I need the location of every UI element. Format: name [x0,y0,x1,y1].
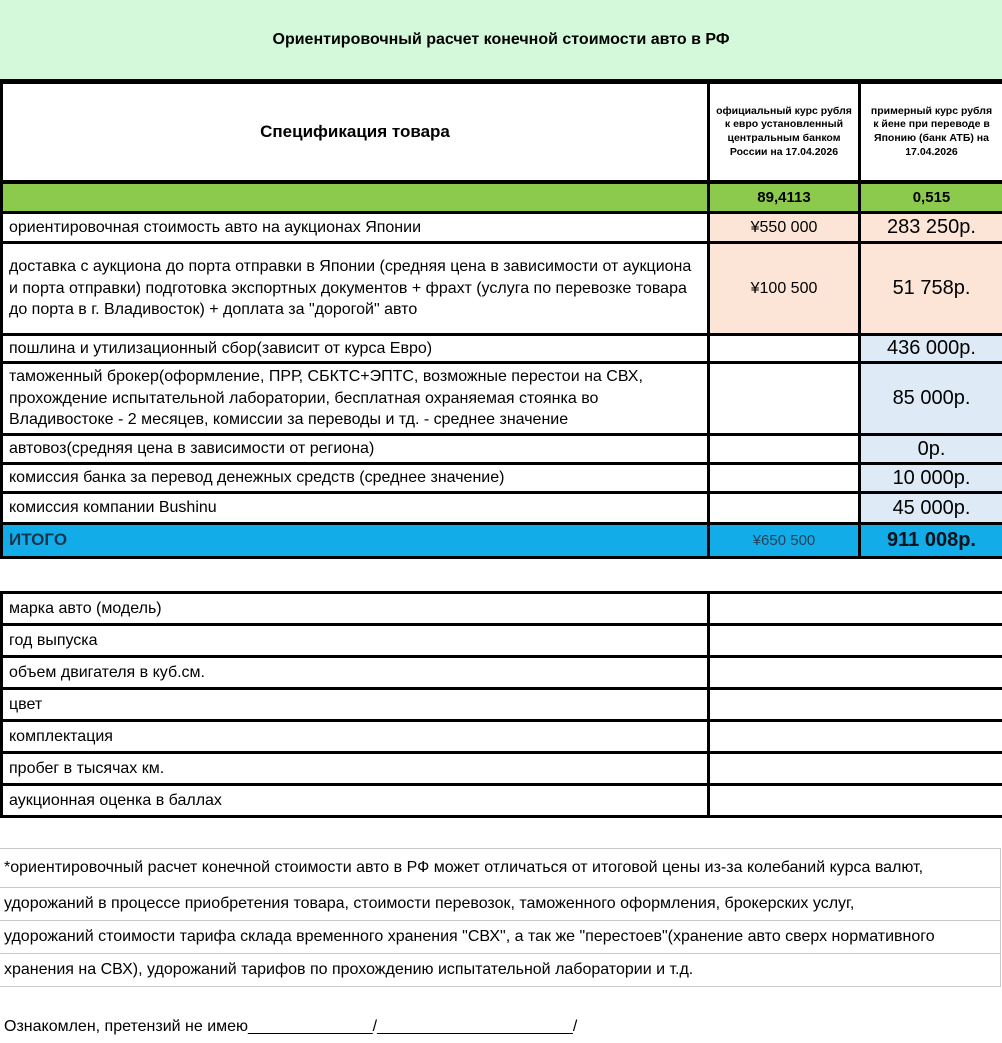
vehicle-row-year: год выпуска [0,623,1002,658]
yen-value: ¥550 000 [707,211,861,244]
disclaimer-line: *ориентировочный расчет конечной стоимос… [0,849,1000,888]
row-label: комиссия компании Bushinu [0,491,710,525]
rates-row: 89,4113 0,515 [0,180,1002,214]
vehicle-row-color: цвет [0,687,1002,722]
row-label: ориентировочная стоимость авто на аукцио… [0,211,710,244]
page-title: Ориентировочный расчет конечной стоимост… [272,30,730,48]
jpy-rate-value: 0,515 [858,180,1002,214]
rub-value: 10 000р. [858,462,1002,494]
rates-row-spacer [0,180,710,214]
vehicle-row-mileage: пробег в тысячах км. [0,751,1002,786]
vehicle-value-cell[interactable] [707,687,1002,722]
yen-value [707,333,861,364]
vehicle-value-cell[interactable] [707,783,1002,818]
eur-rate-column-header: официальный курс рубля к евро установлен… [707,84,861,184]
cost-row-company-fee: комиссия компании Bushinu 45 000р. [0,491,1002,525]
rub-value: 85 000р. [858,361,1002,436]
cost-table: Спецификация товара официальный курс руб… [0,84,1002,559]
vehicle-value-cell[interactable] [707,591,1002,626]
rub-value: 283 250р. [858,211,1002,244]
vehicle-label: комплектация [0,719,710,754]
header-row: Спецификация товара официальный курс руб… [0,84,1002,184]
vehicle-label: марка авто (модель) [0,591,710,626]
row-label: пошлина и утилизационный сбор(зависит от… [0,333,710,364]
cost-row-auction: ориентировочная стоимость авто на аукцио… [0,211,1002,244]
vehicle-spec-table: марка авто (модель) год выпуска объем дв… [0,591,1002,818]
row-label: автовоз(средняя цена в зависимости от ре… [0,433,710,465]
cost-row-carrier: автовоз(средняя цена в зависимости от ре… [0,433,1002,465]
total-label: ИТОГО [0,522,710,559]
row-label: доставка с аукциона до порта отправки в … [0,241,710,336]
disclaimer-line: удорожаний стоимости тарифа склада време… [0,921,1000,954]
total-yen-value: ¥650 500 [707,522,861,559]
vehicle-value-cell[interactable] [707,751,1002,786]
disclaimer-line: удорожаний в процессе приобретения товар… [0,888,1000,921]
cost-row-broker: таможенный брокер(оформление, ПРР, СБКТС… [0,361,1002,436]
rub-value: 45 000р. [858,491,1002,525]
total-row: ИТОГО ¥650 500 911 008р. [0,522,1002,559]
yen-value: ¥100 500 [707,241,861,336]
vehicle-row-auction-grade: аукционная оценка в баллах [0,783,1002,818]
vehicle-value-cell[interactable] [707,719,1002,754]
jpy-rate-column-header: примерный курс рубля к йене при переводе… [858,84,1002,184]
cost-row-duty: пошлина и утилизационный сбор(зависит от… [0,333,1002,364]
acknowledgement-line: Ознакомлен, претензий не имею___________… [0,987,1002,1043]
row-label: таможенный брокер(оформление, ПРР, СБКТС… [0,361,710,436]
eur-rate-value: 89,4113 [707,180,861,214]
vehicle-label: аукционная оценка в баллах [0,783,710,818]
vehicle-label: год выпуска [0,623,710,658]
vehicle-row-trim: комплектация [0,719,1002,754]
cost-row-bank-fee: комиссия банка за перевод денежных средс… [0,462,1002,494]
spec-column-header: Спецификация товара [0,84,710,184]
total-rub-value: 911 008р. [858,522,1002,559]
vehicle-label: цвет [0,687,710,722]
title-band: Ориентировочный расчет конечной стоимост… [0,0,1002,84]
vehicle-value-cell[interactable] [707,623,1002,658]
vehicle-label: пробег в тысячах км. [0,751,710,786]
rub-value: 436 000р. [858,333,1002,364]
yen-value [707,433,861,465]
cost-row-delivery: доставка с аукциона до порта отправки в … [0,241,1002,336]
disclaimer-line: хранения на СВХ), удорожаний тарифов по … [0,954,1000,987]
vehicle-label: объем двигателя в куб.см. [0,655,710,690]
rub-value: 0р. [858,433,1002,465]
yen-value [707,361,861,436]
yen-value [707,491,861,525]
vehicle-row-model: марка авто (модель) [0,591,1002,626]
vehicle-row-engine: объем двигателя в куб.см. [0,655,1002,690]
yen-value [707,462,861,494]
rub-value: 51 758р. [858,241,1002,336]
row-label: комиссия банка за перевод денежных средс… [0,462,710,494]
vehicle-value-cell[interactable] [707,655,1002,690]
disclaimer-block: *ориентировочный расчет конечной стоимос… [0,848,1001,987]
